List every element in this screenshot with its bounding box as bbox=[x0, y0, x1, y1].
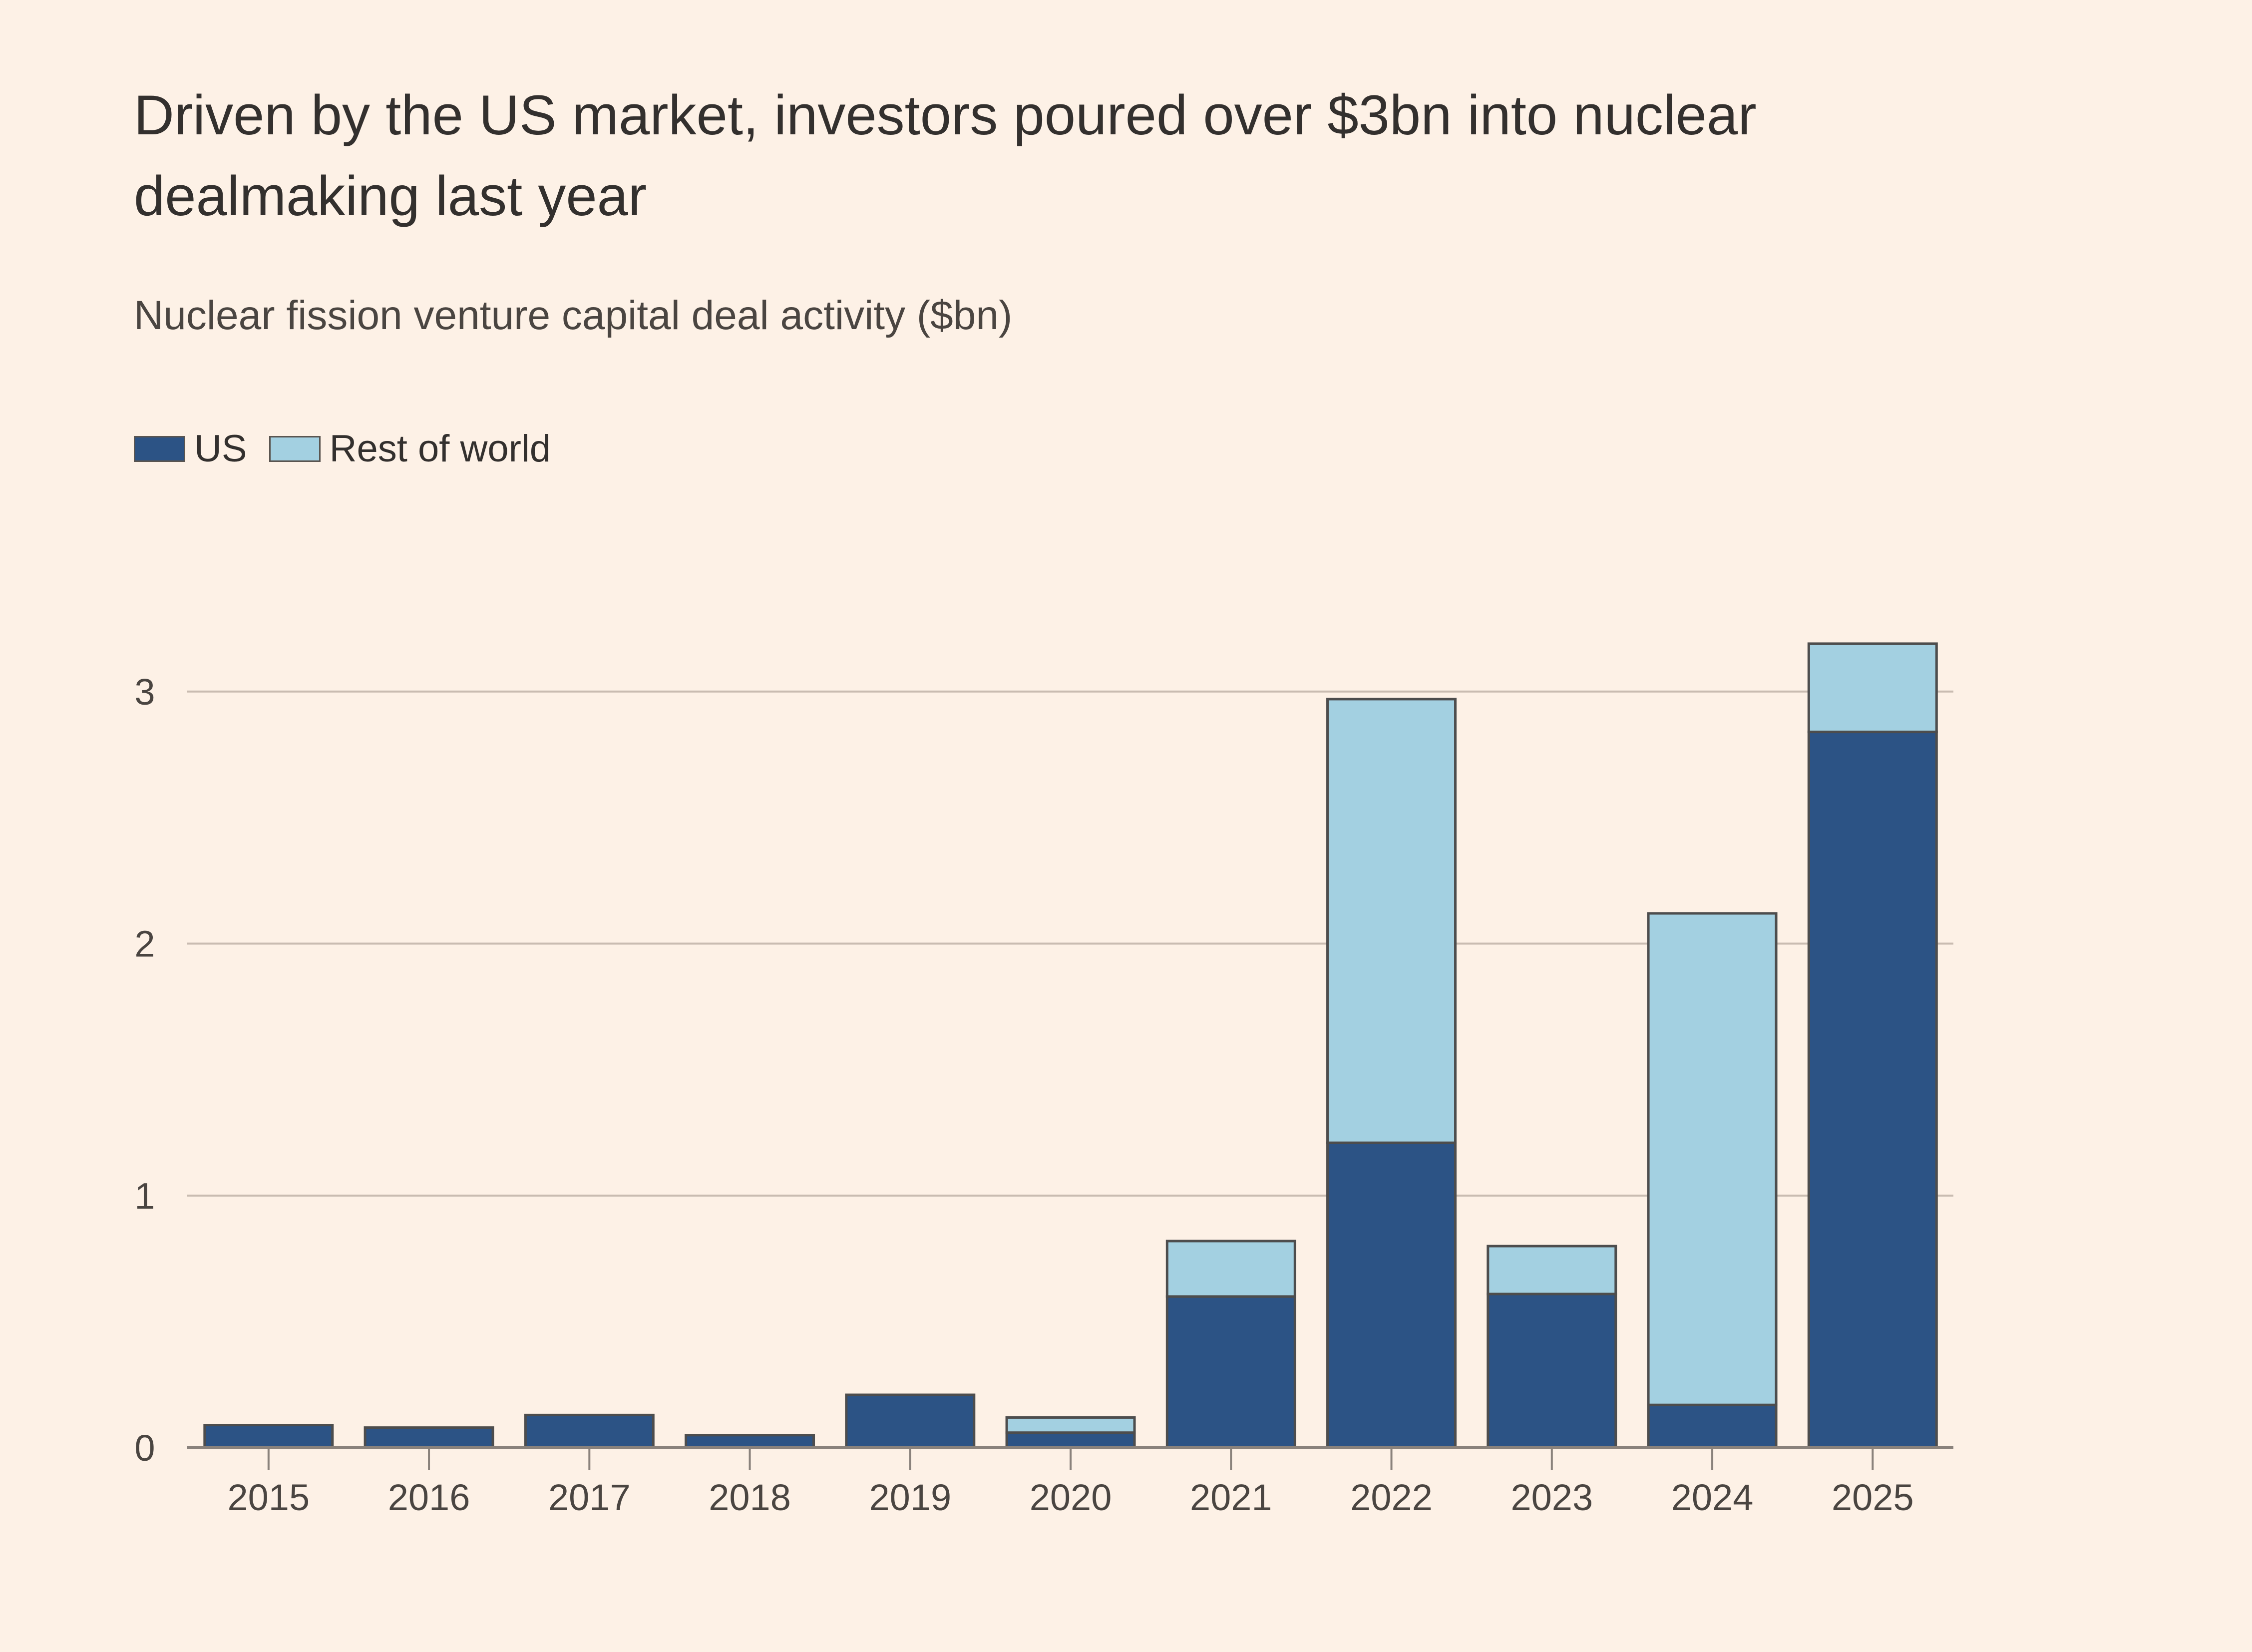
bar-us-2025 bbox=[1807, 731, 1938, 1449]
x-axis-labels: 2015 2016 2017 2018 2019 2020 2021 2022 2023 2024… bbox=[227, 1477, 1913, 1518]
y-tick-label-2: 2 bbox=[134, 923, 155, 965]
legend-swatch-us bbox=[134, 435, 185, 462]
bar-us-2021 bbox=[1165, 1295, 1296, 1449]
legend-item-rest-of-world: Rest of world bbox=[269, 427, 551, 470]
x-axis bbox=[187, 1446, 1953, 1471]
bar-us-2016 bbox=[364, 1426, 494, 1449]
x-tick-label-2019: 2019 bbox=[869, 1477, 951, 1518]
legend-label-rest-of-world: Rest of world bbox=[329, 427, 551, 470]
x-tick-label-2021: 2021 bbox=[1190, 1477, 1272, 1518]
bar-us-2020 bbox=[1005, 1431, 1136, 1449]
x-tick-label-2023: 2023 bbox=[1510, 1477, 1593, 1518]
legend-swatch-rest-of-world bbox=[269, 435, 321, 462]
y-axis-labels: 0 1 2 3 bbox=[134, 671, 155, 1469]
bar-us-2023 bbox=[1487, 1292, 1617, 1449]
legend-label-us: US bbox=[194, 427, 247, 470]
bar-rest-of-world-2025 bbox=[1807, 642, 1938, 734]
bar-us-2022 bbox=[1326, 1141, 1457, 1449]
legend: US Rest of world bbox=[134, 427, 573, 470]
bar-us-2019 bbox=[845, 1393, 976, 1449]
x-tick-label-2017: 2017 bbox=[548, 1477, 631, 1518]
y-tick-label-1: 1 bbox=[134, 1175, 155, 1217]
bars bbox=[203, 642, 1938, 1449]
chart-subtitle: Nuclear fission venture capital deal act… bbox=[134, 293, 1013, 338]
bar-us-2024 bbox=[1647, 1403, 1778, 1449]
y-tick-label-0: 0 bbox=[134, 1427, 155, 1469]
x-tick-label-2018: 2018 bbox=[709, 1477, 791, 1518]
legend-item-us: US bbox=[134, 427, 247, 470]
chart-title: Driven by the US market, investors poure… bbox=[134, 84, 1757, 227]
x-tick-label-2015: 2015 bbox=[227, 1477, 310, 1518]
bar-us-2018 bbox=[685, 1434, 815, 1449]
bar-rest-of-world-2023 bbox=[1487, 1244, 1617, 1295]
x-tick-label-2020: 2020 bbox=[1030, 1477, 1112, 1518]
x-tick-label-2022: 2022 bbox=[1350, 1477, 1433, 1518]
bar-rest-of-world-2020 bbox=[1005, 1416, 1136, 1434]
bar-rest-of-world-2021 bbox=[1165, 1239, 1296, 1298]
bar-us-2015 bbox=[203, 1424, 334, 1449]
bar-us-2017 bbox=[524, 1413, 655, 1449]
bar-rest-of-world-2022 bbox=[1326, 698, 1457, 1144]
x-tick-label-2016: 2016 bbox=[388, 1477, 470, 1518]
x-tick-label-2024: 2024 bbox=[1671, 1477, 1754, 1518]
x-tick-label-2025: 2025 bbox=[1832, 1477, 1914, 1518]
bar-rest-of-world-2024 bbox=[1647, 912, 1778, 1406]
y-tick-label-3: 3 bbox=[134, 671, 155, 713]
